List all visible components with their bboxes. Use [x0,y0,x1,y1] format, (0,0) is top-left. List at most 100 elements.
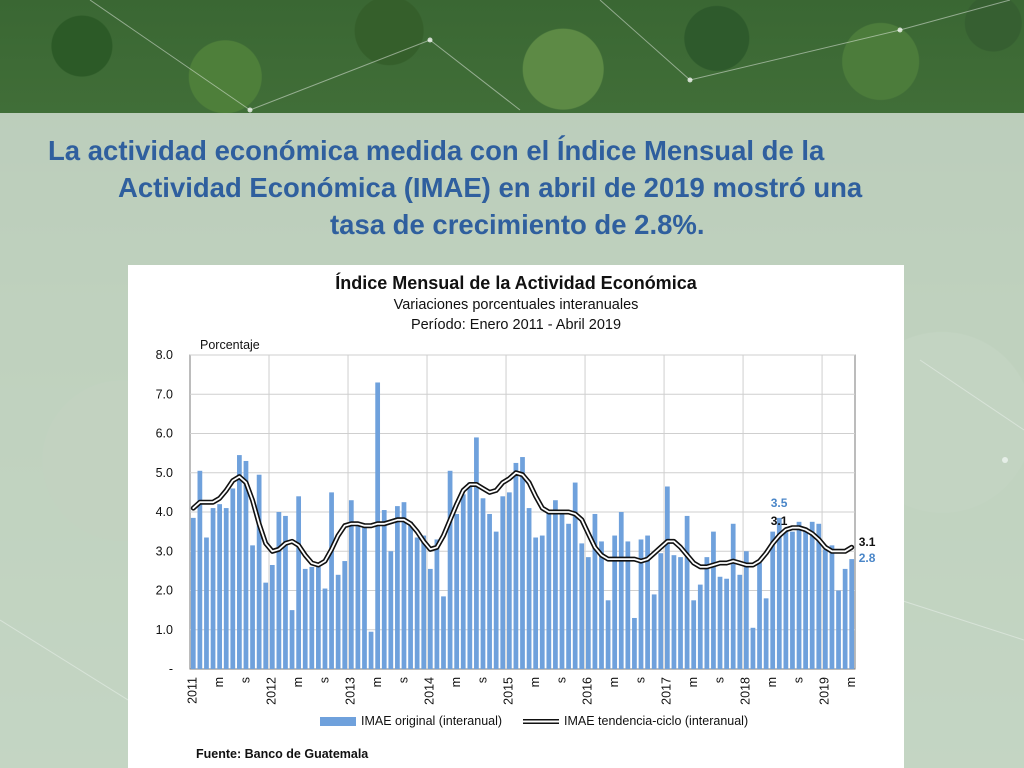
imae-bar [730,523,736,669]
imae-bar [217,504,222,669]
x-month-label: m [449,677,463,687]
annotation-label: 3.1 [771,514,788,528]
y-axis-label: Porcentaje [200,338,260,352]
y-tick-label: - [169,662,173,676]
chart-period: Período: Enero 2011 - Abril 2019 [410,317,622,333]
imae-bar [836,590,841,669]
imae-bar [750,627,756,669]
imae-bar [605,600,611,669]
chart-title: Índice Mensual de la Actividad Económica [335,273,697,293]
annotation-label: 3.1 [859,535,876,549]
x-month-label: s [475,677,489,683]
imae-bar [230,488,236,669]
imae-bar [493,531,499,669]
y-tick-label: 1.0 [156,623,173,637]
x-month-label: s [317,677,331,683]
imae-bar [546,512,552,669]
imae-bar [401,502,407,669]
trend-line [192,471,853,568]
x-year-label: 2019 [818,677,832,705]
imae-bar [362,525,367,669]
chart-panel: Índice Mensual de la Actividad Económica… [128,265,904,768]
imae-bar [763,598,769,669]
imae-chart: - 1.0 2.0 3.0 4.0 5.0 6.0 7.0 8.0 Porcentaje 2011 m… [156,338,876,705]
legend-bars: IMAE original (interanual) [320,714,502,728]
imae-bar [566,523,571,669]
imae-bar [296,496,302,669]
imae-bar [697,584,703,669]
imae-bar [671,555,677,669]
imae-bar [414,537,420,669]
imae-bar [592,513,598,669]
y-tick-label: 6.0 [156,427,173,441]
legend-line-swatch [523,718,559,724]
imae-bar [520,457,525,669]
imae-bar [322,588,328,669]
imae-bar [790,531,795,669]
y-tick-label: 8.0 [156,348,173,362]
imae-bar [434,539,440,669]
x-month-label: m [686,677,700,687]
imae-bar [309,566,315,669]
imae-bar [572,482,578,669]
imae-bar [585,557,591,669]
imae-bar [269,564,275,669]
y-tick-label: 5.0 [156,466,173,480]
imae-bar [783,529,789,669]
imae-bar [526,508,532,669]
imae-bar [638,539,644,669]
imae-bar [559,510,565,669]
imae-bar [335,574,341,669]
headline-line-3: tasa de crecimiento de 2.8%. [330,209,705,240]
annotation-label: 3.5 [771,496,788,510]
imae-bar [302,568,308,669]
imae-bar [427,568,433,669]
imae-bar [533,537,539,669]
x-month-label: s [791,677,805,683]
imae-bar [368,631,374,669]
imae-bar [816,523,822,669]
imae-bar [474,437,479,669]
legend-bar-swatch [320,716,356,726]
imae-bar [316,566,321,669]
imae-bar [223,508,229,669]
imae-bar [355,523,361,669]
imae-bar [243,460,249,669]
x-month-label: s [712,677,726,683]
x-month-label: m [212,677,226,687]
imae-bar [645,535,650,669]
imae-bar [625,541,631,669]
imae-bar [664,486,670,669]
x-year-label: 2018 [739,677,753,705]
imae-bar [500,496,506,669]
imae-bar [757,563,762,669]
imae-bar [803,527,808,669]
imae-bar [737,574,743,669]
imae-bar [348,500,354,669]
y-tick-label: 2.0 [156,584,173,598]
imae-bar [487,513,492,669]
imae-bar [276,512,282,669]
imae-bar [579,543,585,669]
imae-bar [395,506,400,669]
x-month-label: s [238,677,252,683]
x-month-label: m [291,677,305,687]
imae-bar [506,492,512,669]
imae-bar [283,515,288,669]
headline-line-1: La actividad económica medida con el Índ… [48,135,825,166]
x-month-label: s [554,677,568,683]
imae-bar [441,596,446,669]
imae-bar [658,553,664,669]
x-year-label: 2017 [660,677,674,705]
imae-bar [823,549,828,669]
imae-bar [842,568,848,669]
x-year-label: 2015 [502,677,516,705]
imae-bar [599,541,604,669]
imae-bar [237,455,242,669]
x-month-label: m [370,677,384,687]
legend-trend: IMAE tendencia-ciclo (interanual) [523,714,748,728]
imae-bar [691,600,697,669]
x-year-label: 2016 [581,677,595,705]
imae-bar [618,512,624,669]
chart-subtitle: Variaciones porcentuales interanuales [393,297,639,313]
